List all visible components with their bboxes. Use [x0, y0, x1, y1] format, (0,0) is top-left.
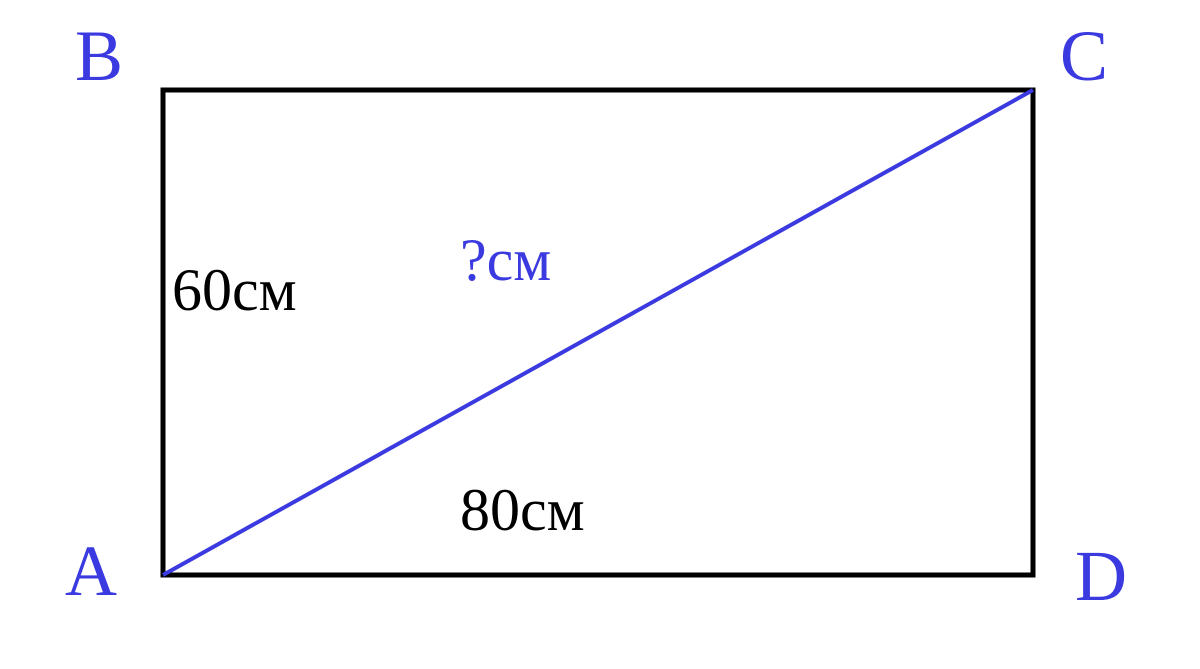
vertex-label-C: C: [1060, 16, 1108, 96]
side-label-bottom: 80см: [460, 477, 585, 543]
diagonal-AC: [163, 90, 1033, 575]
vertex-label-A: A: [65, 531, 117, 611]
vertex-label-D: D: [1075, 536, 1127, 616]
diagonal-label: ?см: [460, 227, 551, 293]
geometry-diagram: B C A D 60см 80см ?см: [0, 0, 1200, 669]
vertex-label-B: B: [75, 16, 123, 96]
side-label-left: 60см: [172, 257, 297, 323]
